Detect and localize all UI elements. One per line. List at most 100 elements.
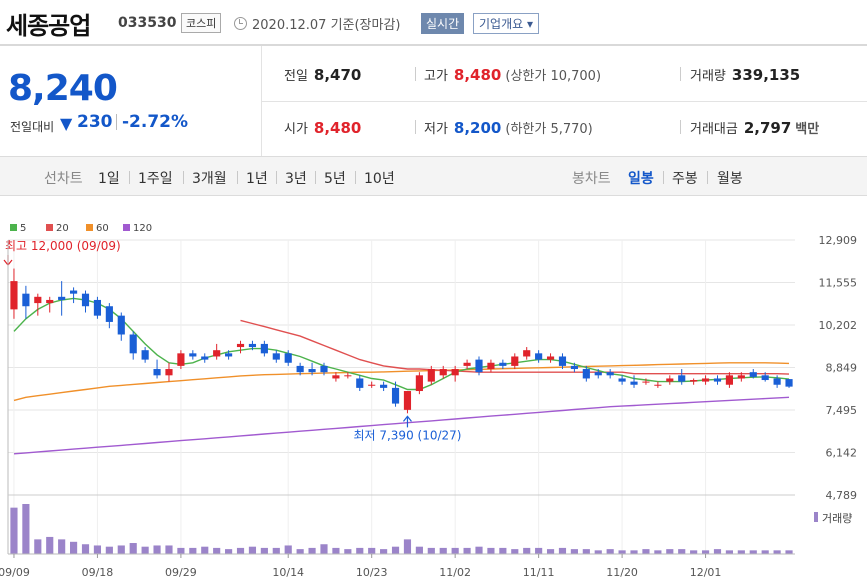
candle-body (487, 362, 495, 370)
divider (680, 120, 681, 134)
x-tick-label: 10/23 (356, 566, 388, 579)
volume-bar (570, 549, 578, 554)
volume-bar (535, 547, 543, 554)
volume-bar (773, 550, 781, 554)
realtime-button[interactable]: 실시간 (421, 13, 465, 34)
volume-bar (546, 549, 555, 554)
candle (81, 290, 90, 313)
volume-bar (248, 546, 257, 554)
candle (785, 379, 793, 388)
tab-daily[interactable]: 일봉 (628, 171, 654, 187)
candle (320, 362, 328, 376)
high-annotation: 최고 12,000 (09/09) (5, 239, 121, 253)
legend-swatch (86, 224, 93, 231)
stock-code: 033530 (118, 15, 177, 31)
volume-bar (785, 550, 793, 554)
volume-bar (678, 549, 686, 554)
candle (725, 372, 733, 388)
tab-3m[interactable]: 3개월 (192, 171, 227, 187)
candle-body (713, 378, 722, 382)
candle (356, 375, 364, 392)
y-tick-label: 12,909 (819, 234, 858, 247)
x-tick-label: 09/18 (82, 566, 114, 579)
x-tick-label: 12/01 (690, 566, 722, 579)
price-chart: 5 20 60 120 거래량 최고 12,000 (09/09) 최저 7,390 (… (0, 206, 867, 582)
candle (594, 369, 602, 379)
tab-weekly[interactable]: 주봉 (672, 171, 698, 187)
volume-bar (654, 550, 662, 554)
volume-bar (34, 539, 42, 554)
volume-bar (725, 550, 733, 554)
candle-body (201, 356, 209, 360)
candle-body (284, 353, 292, 363)
tab-monthly[interactable]: 월봉 (717, 171, 743, 187)
price-panel: 8,240 전일대비 ▼ 230 -2.72% 전일 8,470 고가 8,480(… (0, 46, 867, 156)
candle (22, 285, 30, 319)
volume-bar (10, 507, 18, 554)
divider (355, 171, 356, 184)
volume-bar (463, 547, 471, 554)
candle-body (773, 378, 781, 385)
volume-bar (213, 547, 221, 554)
volume-bar (475, 546, 483, 554)
volume-bar (368, 547, 376, 554)
change-label: 전일대비 (10, 120, 55, 134)
volume-bar (58, 539, 66, 554)
row-divider (262, 101, 867, 102)
tab-10y[interactable]: 10년 (364, 171, 395, 187)
tab-3y[interactable]: 3년 (285, 171, 307, 187)
candle-body (630, 381, 638, 385)
candle-body (451, 369, 459, 376)
candle-body (463, 362, 471, 366)
tab-1y[interactable]: 1년 (246, 171, 268, 187)
x-tick-label: 11/20 (606, 566, 638, 579)
change-value: 230 (77, 112, 113, 132)
legend-swatch (10, 224, 17, 231)
candle-body (81, 293, 90, 307)
company-overview-dropdown[interactable]: 기업개요 ▾ (473, 13, 539, 34)
volume-bar (451, 547, 459, 554)
y-tick-label: 11,555 (819, 277, 858, 290)
candle-body (642, 381, 650, 383)
tab-1w[interactable]: 1주일 (138, 171, 173, 187)
x-tick-label: 09/29 (165, 566, 197, 579)
candle (248, 340, 257, 351)
candle (666, 375, 674, 385)
x-tick-label: 10/14 (272, 566, 304, 579)
volume: 거래량 339,135 (690, 66, 801, 84)
y-tick-label: 8,849 (826, 362, 858, 375)
annotations: 최고 12,000 (09/09) 최저 7,390 (10/27) (3, 239, 461, 442)
candle (535, 350, 543, 363)
candle-body (225, 353, 233, 357)
candle (296, 362, 304, 376)
candle-body (34, 296, 42, 304)
current-price: 8,240 (8, 68, 118, 109)
candle-body (558, 356, 567, 366)
candle-body (606, 372, 614, 376)
volume-bar (594, 550, 602, 554)
tab-5y[interactable]: 5년 (324, 171, 346, 187)
candle-body (415, 375, 423, 392)
candle-body (344, 375, 352, 377)
candle (618, 375, 626, 385)
divider (237, 171, 238, 184)
volume-bar (380, 549, 388, 554)
candle (344, 372, 352, 379)
candle (260, 340, 268, 357)
candle-body (570, 365, 578, 370)
volume-bar (713, 549, 722, 554)
volume-bar (284, 545, 292, 554)
trade-amount: 거래대금 2,797 백만 (690, 119, 820, 137)
volume-bar (642, 549, 650, 554)
candle (34, 293, 42, 316)
candle-body (618, 378, 626, 382)
tab-1d[interactable]: 1일 (98, 171, 120, 187)
candle (403, 391, 412, 414)
change-rate: -2.72% (122, 112, 189, 132)
candle-body (582, 369, 590, 379)
candle-body (296, 365, 304, 373)
volume-bar (630, 550, 638, 554)
candles (10, 268, 793, 414)
volume-bar (701, 550, 710, 554)
candle-body (22, 293, 30, 307)
